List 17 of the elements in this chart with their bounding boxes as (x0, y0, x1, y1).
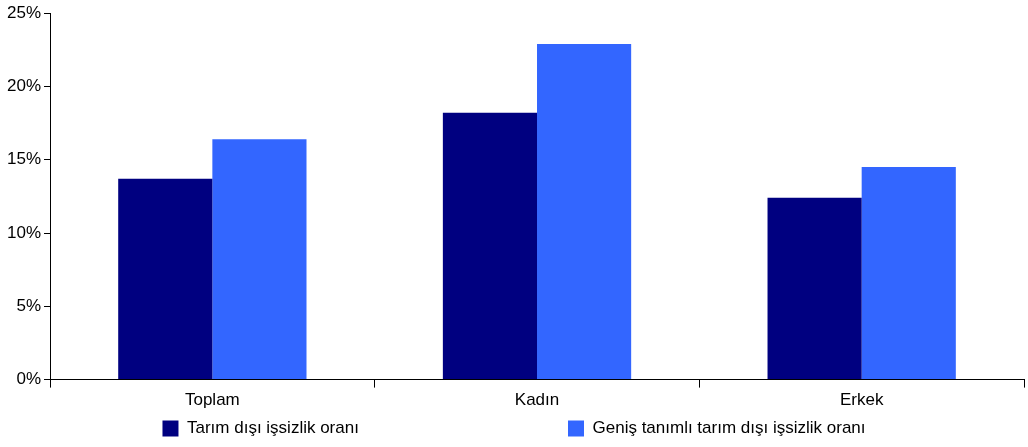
legend-label: Tarım dışı işsizlik oranı (186, 418, 563, 438)
bar (537, 43, 632, 380)
bar (118, 178, 213, 380)
y-tick-label: 5% (16, 296, 42, 316)
x-tick-label: Erkek (839, 390, 884, 410)
y-tick-label: 20% (6, 76, 42, 96)
legend-label: Geniş tanımlı tarım dışı işsizlik oranı (592, 418, 866, 438)
x-tick-label: Kadın (514, 390, 560, 410)
x-tick-label: Toplam (184, 390, 240, 410)
y-tick-label: 15% (6, 149, 42, 169)
y-tick-label: 0% (16, 369, 42, 389)
y-tick-label: 25% (6, 2, 42, 22)
bar (442, 112, 538, 380)
bar (767, 197, 862, 380)
y-tick-label: 10% (6, 222, 42, 242)
bar (861, 167, 956, 380)
bar (212, 139, 307, 380)
